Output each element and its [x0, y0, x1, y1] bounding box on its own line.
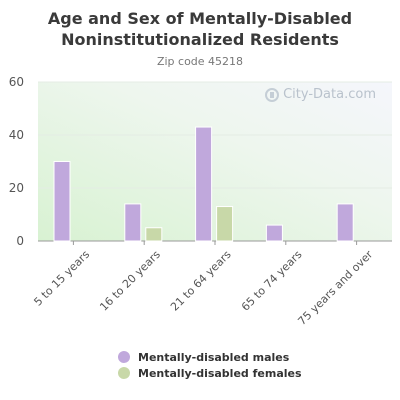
y-axis: 0 20 40 60 — [9, 75, 24, 248]
y-tick-label: 60 — [9, 75, 24, 89]
x-tick-label: 16 to 20 years — [97, 248, 163, 314]
bar-males — [265, 224, 283, 242]
bar-males — [124, 203, 142, 242]
x-axis: 5 to 15 years 16 to 20 years 21 to 64 year… — [31, 241, 376, 328]
y-tick-label: 40 — [9, 128, 24, 142]
legend-item-males: Mentally-disabled males — [118, 349, 302, 365]
legend-swatch-females — [118, 367, 130, 379]
watermark: City-Data.com — [265, 87, 376, 102]
x-tick-label: 65 to 74 years — [239, 248, 305, 314]
x-tick-label: 75 years and over — [295, 248, 375, 328]
legend: Mentally-disabled males Mentally-disable… — [118, 349, 302, 381]
chart-subtitle: Zip code 45218 — [156, 55, 244, 68]
chart-title: Age and Sex of Mentally-Disabled Noninst… — [47, 9, 353, 49]
bars-layer — [53, 126, 354, 242]
legend-swatch-males — [118, 351, 130, 363]
y-tick-label: 0 — [16, 234, 24, 248]
bar-females — [145, 227, 163, 242]
bar-males — [195, 126, 213, 242]
legend-label-females: Mentally-disabled females — [138, 366, 302, 380]
plot-area — [38, 82, 392, 241]
grid-layer — [38, 81, 392, 242]
watermark-text: City-Data.com — [283, 87, 376, 102]
legend-label-males: Mentally-disabled males — [138, 350, 290, 364]
x-tick-label: 21 to 64 years — [168, 248, 234, 314]
bar-males — [336, 203, 354, 242]
legend-item-females: Mentally-disabled females — [118, 365, 302, 381]
bar-females — [216, 206, 234, 242]
city-data-logo-icon — [265, 87, 280, 102]
x-tick-label: 5 to 15 years — [31, 248, 92, 309]
y-tick-label: 20 — [9, 181, 24, 195]
bar-males — [53, 161, 71, 242]
